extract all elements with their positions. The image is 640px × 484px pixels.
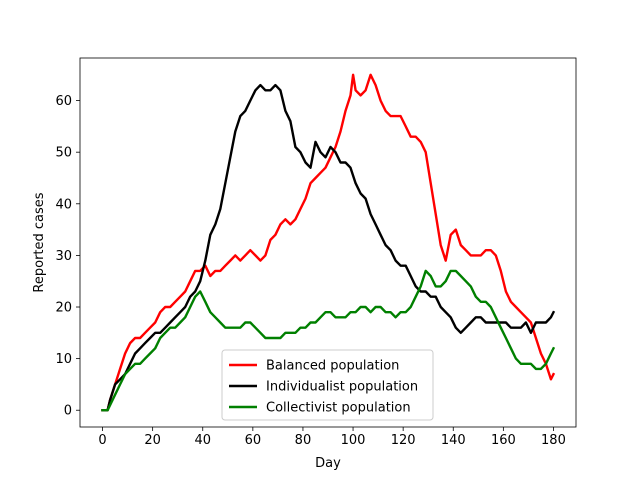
series-line [101, 73, 556, 412]
y-tick-label: 50 [55, 146, 72, 161]
y-tick-label: 20 [55, 301, 72, 316]
axes-frame [79, 57, 577, 428]
legend-label: Individualist population [266, 380, 418, 395]
x-tick-label: 40 [194, 433, 211, 448]
legend-box [221, 349, 434, 421]
x-axis-label: Day [315, 456, 341, 471]
y-tick-label: 40 [55, 197, 72, 212]
legend: Balanced population Individualist populat… [221, 349, 434, 421]
series-line [101, 269, 556, 412]
x-tick-label: 60 [245, 433, 262, 448]
y-tick-label: 0 [64, 404, 72, 419]
x-tick-label: 80 [295, 433, 312, 448]
series-line [101, 83, 556, 412]
x-tick-label: 160 [491, 433, 516, 448]
legend-label: Balanced population [266, 359, 399, 374]
x-axis-ticks: 0 20 40 60 80 100 120 140 160 180 [98, 427, 566, 448]
y-tick-label: 10 [55, 352, 72, 367]
x-tick-label: 120 [391, 433, 416, 448]
legend-label: Collectivist population [266, 401, 411, 416]
y-tick-label: 60 [55, 94, 72, 109]
y-tick-label: 30 [55, 249, 72, 264]
series-lines [101, 73, 556, 412]
y-axis-ticks: 0 10 20 30 40 50 60 [55, 94, 80, 419]
x-tick-label: 140 [441, 433, 466, 448]
x-tick-label: 0 [98, 433, 106, 448]
y-axis-label: Reported cases [32, 192, 47, 292]
x-tick-label: 20 [144, 433, 161, 448]
x-tick-label: 180 [541, 433, 566, 448]
x-tick-label: 100 [341, 433, 366, 448]
